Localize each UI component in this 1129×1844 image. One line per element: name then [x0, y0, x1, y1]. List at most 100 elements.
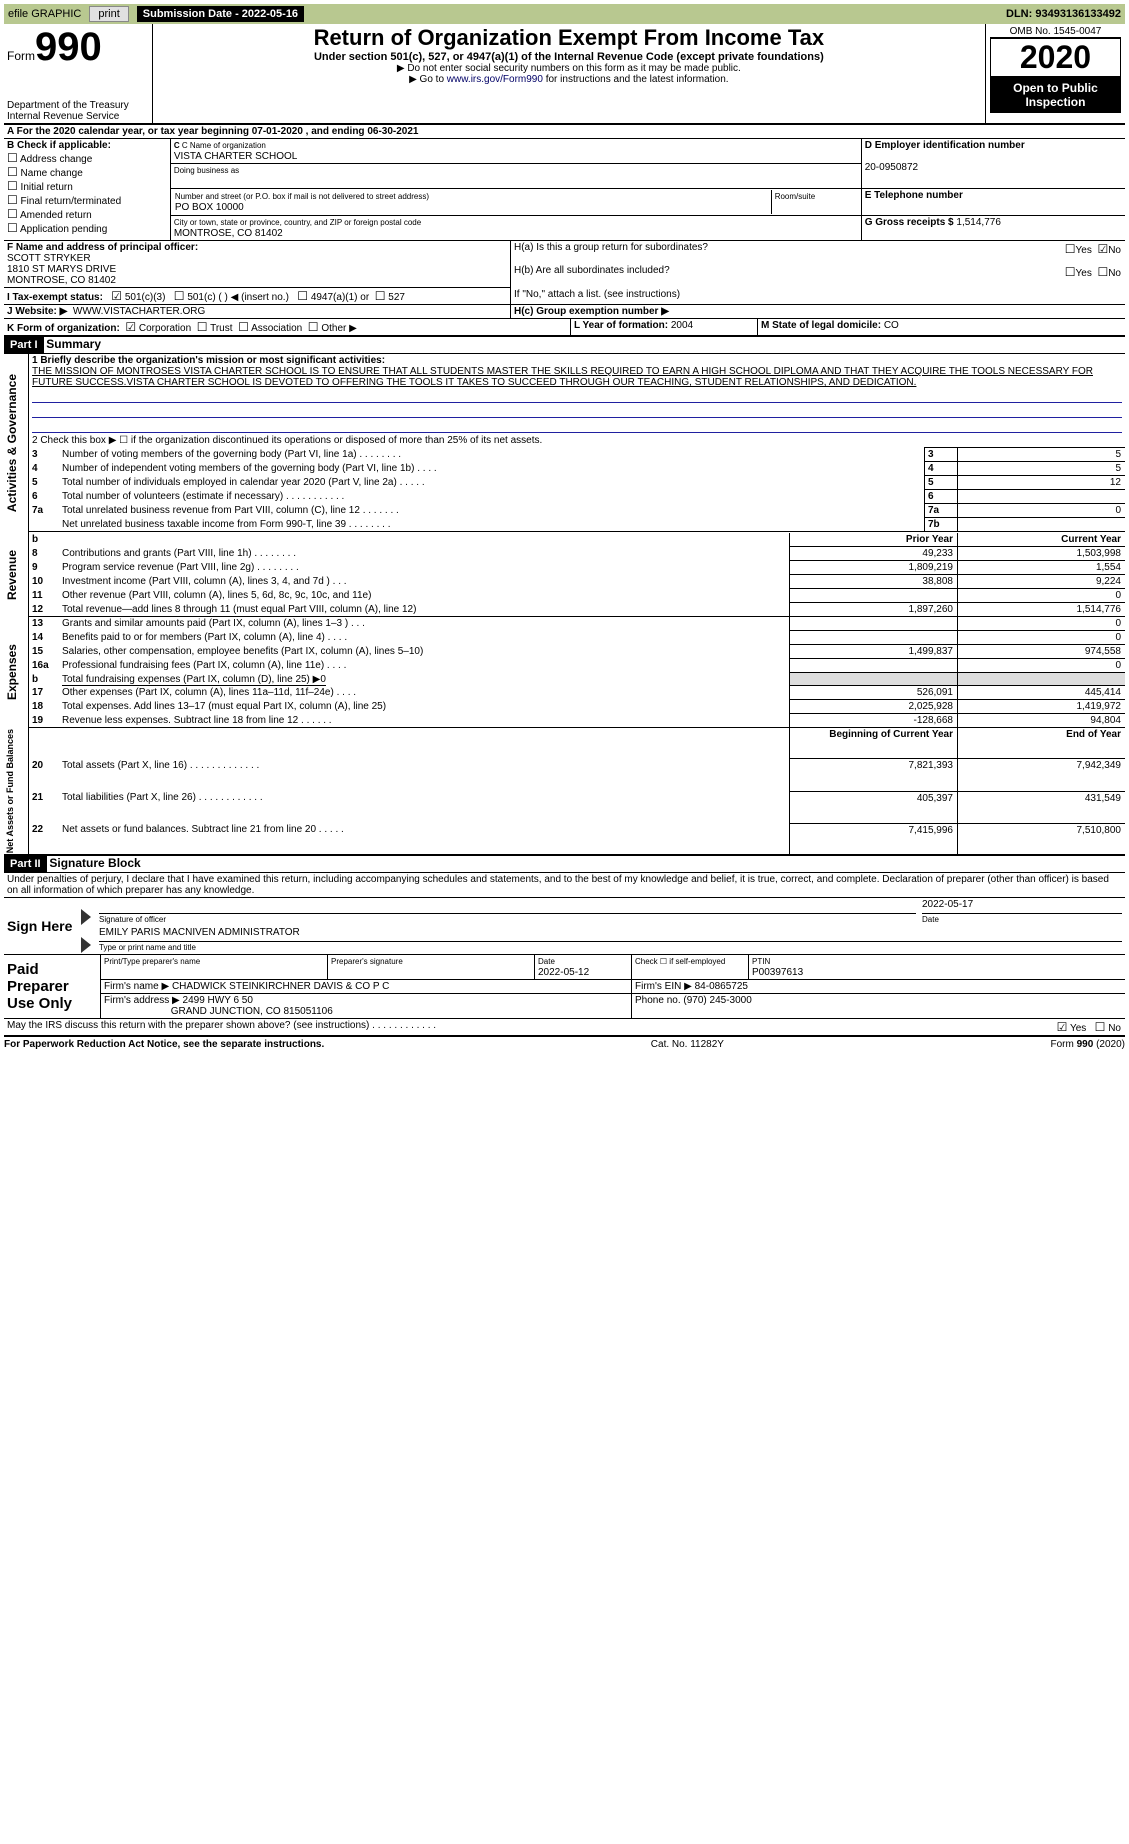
check-name-change[interactable]: [7, 168, 18, 179]
side-revenue: Revenue: [5, 550, 19, 600]
ha-no[interactable]: [1097, 245, 1108, 256]
check-other[interactable]: [308, 323, 319, 334]
sig-arrow-icon: [81, 937, 91, 953]
col-end-year: End of Year: [1066, 729, 1121, 740]
ein-value: 20-0950872: [865, 162, 918, 173]
opt-name: Name change: [21, 168, 83, 179]
firm-addr-label: Firm's address ▶: [104, 995, 180, 1006]
ag-row: 4Number of independent voting members of…: [4, 462, 1125, 476]
efile-label: efile GRAPHIC: [8, 8, 81, 20]
discuss-no[interactable]: [1095, 1023, 1106, 1034]
submission-date: Submission Date - 2022-05-16: [137, 6, 304, 22]
sig-date-label: Date: [922, 915, 939, 924]
side-net-assets: Net Assets or Fund Balances: [5, 729, 15, 853]
firm-addr2: GRAND JUNCTION, CO 815051106: [171, 1006, 333, 1017]
open-to-public: Open to Public Inspection: [990, 77, 1121, 113]
line1-label: 1 Briefly describe the organization's mi…: [32, 355, 385, 366]
expense-row: 18Total expenses. Add lines 13–17 (must …: [4, 700, 1125, 714]
ag-row: Net unrelated business taxable income fr…: [4, 518, 1125, 532]
box-g-label: G Gross receipts $: [865, 217, 954, 228]
irs-label: Internal Revenue Service: [7, 111, 149, 122]
instructions-link[interactable]: www.irs.gov/Form990: [447, 74, 543, 85]
org-city: MONTROSE, CO 81402: [174, 228, 283, 239]
officer-name: SCOTT STRYKER: [7, 253, 91, 264]
form-subtitle: Under section 501(c), 527, or 4947(a)(1)…: [156, 51, 982, 63]
city-label: City or town, state or province, country…: [174, 218, 421, 227]
part-ii-title: Signature Block: [49, 856, 140, 870]
mission-text: THE MISSION OF MONTROSES VISTA CHARTER S…: [32, 366, 1093, 388]
check-self-employed[interactable]: Check ☐ if self-employed: [635, 957, 725, 966]
print-button[interactable]: print: [89, 6, 128, 22]
hb-yes[interactable]: [1065, 268, 1076, 279]
check-amended[interactable]: [7, 210, 18, 221]
form-prefix: Form: [7, 49, 35, 63]
box-j-label: J Website: ▶: [7, 306, 67, 317]
officer-typed-name: EMILY PARIS MACNIVEN ADMINISTRATOR: [99, 927, 1122, 942]
room-label: Room/suite: [775, 192, 815, 201]
expense-row: 15Salaries, other compensation, employee…: [4, 645, 1125, 659]
line2-text: 2 Check this box ▶ ☐ if the organization…: [29, 434, 1126, 448]
firm-ein-label: Firm's EIN ▶: [635, 981, 692, 992]
box-d-label: D Employer identification number: [865, 140, 1025, 151]
firm-name: CHADWICK STEINKIRCHNER DAVIS & CO P C: [172, 981, 389, 992]
side-expenses: Expenses: [5, 644, 19, 700]
box-k-label: K Form of organization:: [7, 323, 120, 334]
box-f-label: F Name and address of principal officer:: [7, 242, 198, 253]
officer-signature-line[interactable]: [99, 899, 916, 914]
paid-preparer-label: Paid Preparer Use Only: [7, 961, 72, 1012]
opt-amended: Amended return: [20, 210, 92, 221]
state-domicile: CO: [884, 320, 899, 331]
ptin-label: PTIN: [752, 957, 770, 966]
discuss-question: May the IRS discuss this return with the…: [4, 1019, 958, 1036]
sig-date-value: 2022-05-17: [922, 899, 1122, 914]
ptin-value: P00397613: [752, 967, 803, 978]
check-501c3[interactable]: [111, 292, 122, 303]
check-527[interactable]: [375, 292, 386, 303]
check-501c[interactable]: [174, 292, 185, 303]
expense-row: 17Other expenses (Part IX, column (A), l…: [4, 686, 1125, 700]
check-address-change[interactable]: [7, 154, 18, 165]
goto-instructions: ▶ Go to www.irs.gov/Form990 for instruct…: [156, 74, 982, 85]
phone-label: Phone no.: [635, 995, 681, 1006]
expense-row: 16aProfessional fundraising fees (Part I…: [4, 659, 1125, 673]
prep-date-label: Date: [538, 957, 555, 966]
officer-addr1: 1810 ST MARYS DRIVE: [7, 264, 116, 275]
ag-row: 3Number of voting members of the governi…: [4, 448, 1125, 462]
prep-sig-label: Preparer's signature: [331, 957, 403, 966]
revenue-row: 8Contributions and grants (Part VIII, li…: [4, 547, 1125, 561]
dept-treasury: Department of the Treasury: [7, 100, 149, 111]
sign-here-label: Sign Here: [7, 918, 72, 934]
officer-addr2: MONTROSE, CO 81402: [7, 275, 116, 286]
sig-arrow-icon: [81, 909, 91, 925]
check-assoc[interactable]: [238, 323, 249, 334]
check-trust[interactable]: [197, 323, 208, 334]
year-formation: 2004: [671, 320, 693, 331]
dln: DLN: 93493136133492: [1006, 8, 1121, 20]
col-prior-year: Prior Year: [906, 534, 953, 545]
revenue-row: 9Program service revenue (Part VIII, lin…: [4, 561, 1125, 575]
check-initial-return[interactable]: [7, 182, 18, 193]
form-footer: Form 990 (2020): [1051, 1039, 1125, 1050]
firm-ein: 84-0865725: [695, 981, 748, 992]
check-corp[interactable]: [125, 323, 136, 334]
opt-initial: Initial return: [21, 182, 73, 193]
dba-label: Doing business as: [174, 166, 239, 175]
cat-number: Cat. No. 11282Y: [651, 1039, 724, 1050]
check-app-pending[interactable]: [7, 224, 18, 235]
side-activities-governance: Activities & Governance: [5, 374, 19, 512]
ha-yes[interactable]: [1065, 245, 1076, 256]
form-label: Form990: [7, 25, 149, 70]
gross-receipts: 1,514,776: [956, 217, 1001, 228]
hb-no[interactable]: [1097, 268, 1108, 279]
expense-row: 19Revenue less expenses. Subtract line 1…: [4, 714, 1125, 728]
part-i-header: Part I: [4, 337, 44, 353]
mission-blank-line: [32, 388, 1122, 403]
netassets-row: 21Total liabilities (Part X, line 26) . …: [4, 791, 1125, 823]
form-title: Return of Organization Exempt From Incom…: [156, 25, 982, 51]
efile-topbar: efile GRAPHIC print Submission Date - 20…: [4, 4, 1125, 24]
check-4947[interactable]: [297, 292, 308, 303]
discuss-yes[interactable]: [1057, 1023, 1068, 1034]
omb-number: OMB No. 1545-0047: [990, 26, 1121, 38]
mission-blank-line: [32, 403, 1122, 418]
check-final-return[interactable]: [7, 196, 18, 207]
